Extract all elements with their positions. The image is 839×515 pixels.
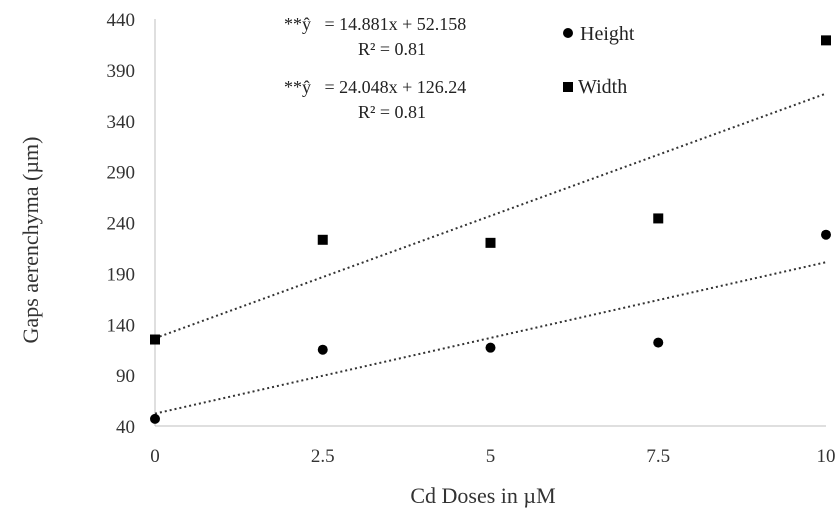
height-r2: R² = 0.81: [358, 39, 426, 59]
x-axis-title: Cd Doses in µM: [410, 483, 555, 508]
point-width: [150, 334, 160, 345]
point-width: [485, 237, 496, 248]
x-tick-labels: 0 2.5 5 7.5 10: [150, 446, 835, 467]
point-height: [653, 337, 664, 348]
legend-marker-circle: [563, 28, 573, 38]
x-tick-label: 5: [486, 446, 496, 467]
point-width: [821, 35, 831, 46]
trendlines: [154, 92, 827, 415]
x-tick-label: 10: [817, 446, 836, 467]
y-tick-label: 340: [107, 112, 136, 133]
y-tick-label: 140: [107, 315, 136, 336]
point-height: [317, 344, 328, 355]
y-tick-label: 290: [107, 163, 136, 184]
point-height: [821, 229, 831, 240]
y-axis-title: Gaps aerenchyma (µm): [18, 137, 43, 344]
width-r2: R² = 0.81: [358, 102, 426, 122]
y-tick-label: 190: [107, 264, 136, 285]
y-tick-label: 90: [116, 366, 135, 387]
x-tick-label: 0: [150, 446, 160, 467]
x-tick-label: 2.5: [311, 446, 335, 467]
legend-label-height: Height: [580, 23, 635, 45]
y-tick-label: 390: [107, 61, 136, 82]
legend-item-height: Height: [563, 23, 635, 45]
y-tick-label: 240: [107, 214, 136, 235]
legend-item-width: Width: [563, 76, 627, 98]
point-height: [485, 342, 496, 353]
legend: Height Width: [563, 23, 635, 98]
regression-annotations: **ŷ = 14.881x + 52.158 R² = 0.81 **ŷ = 2…: [284, 14, 466, 122]
point-width: [317, 234, 328, 245]
point-height: [150, 413, 160, 424]
y-tick-label: 40: [116, 417, 135, 438]
legend-marker-square: [563, 82, 573, 92]
axes: [154, 19, 826, 427]
point-width: [653, 213, 664, 224]
x-tick-label: 7.5: [646, 446, 670, 467]
trendline-height: [154, 261, 827, 415]
height-equation: **ŷ = 14.881x + 52.158: [284, 14, 466, 34]
y-tick-label: 440: [107, 10, 136, 31]
width-equation: **ŷ = 24.048x + 126.24: [284, 77, 466, 97]
legend-label-width: Width: [578, 76, 627, 98]
trendline-width: [154, 92, 827, 340]
y-tick-labels: 40 90 140 190 240 290 340 390 440: [107, 10, 136, 438]
data-points: [150, 35, 831, 424]
